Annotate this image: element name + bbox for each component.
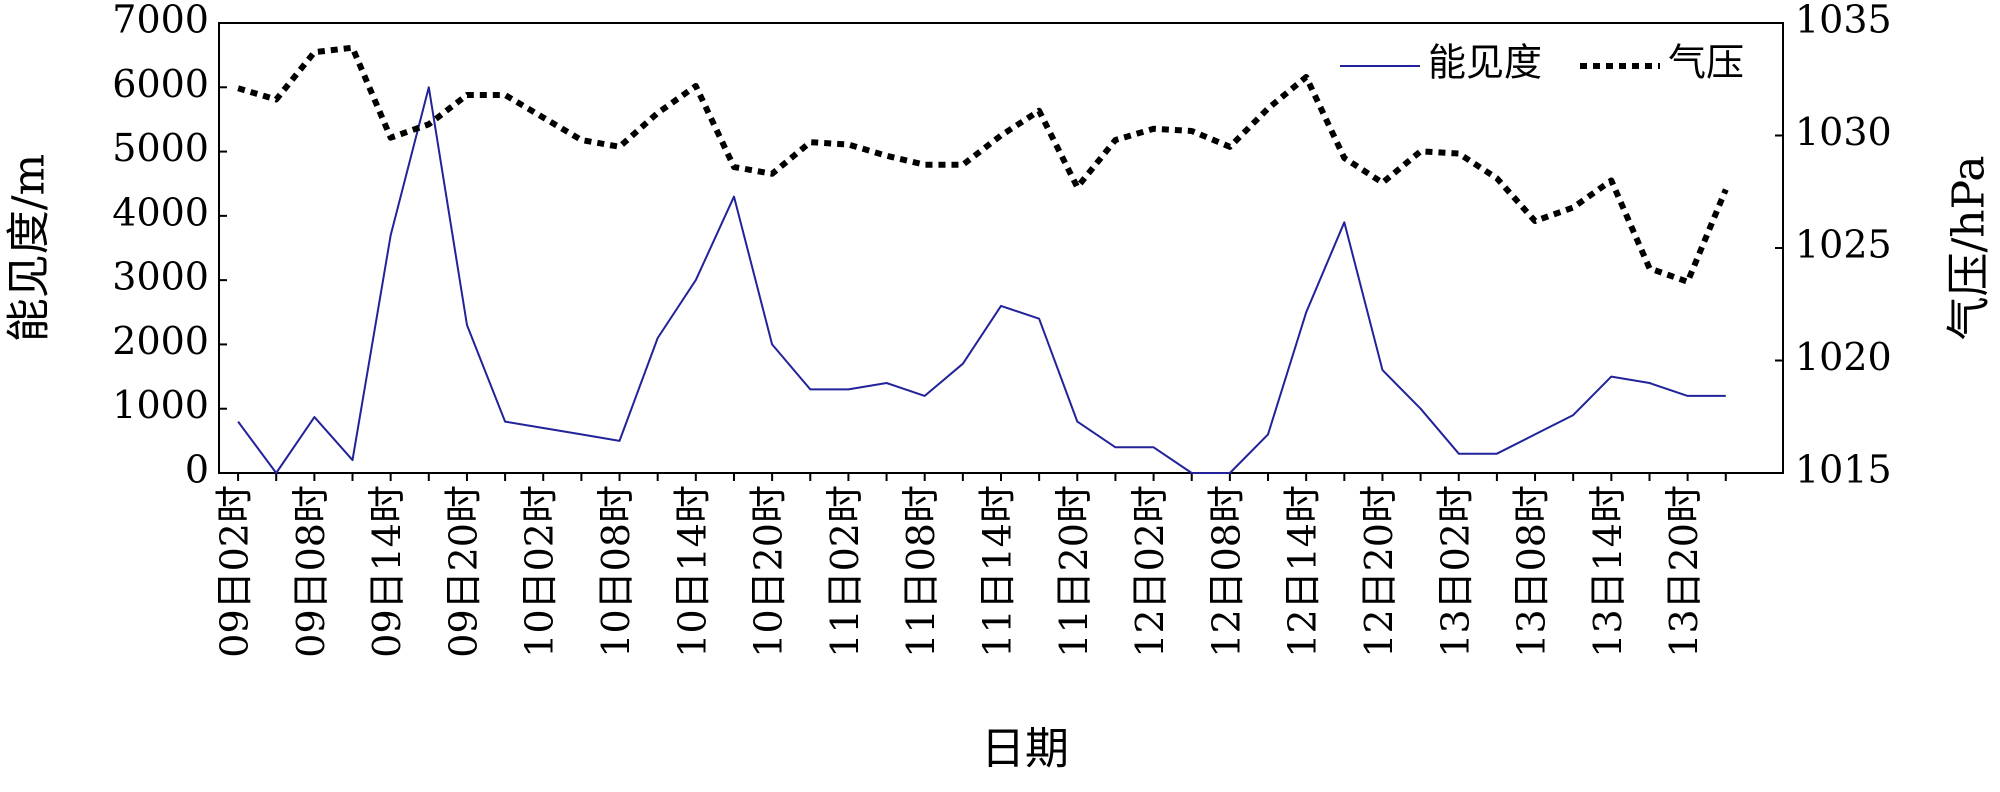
y2-tick-label: 1015: [1795, 448, 1892, 492]
y-tick-label: 5000: [112, 126, 209, 170]
y-tick-label: 7000: [112, 0, 209, 42]
x-tick-label: 09日14时: [365, 485, 409, 658]
x-tick-label: 09日20时: [441, 485, 485, 658]
x-tick-label: 12日08时: [1204, 485, 1248, 658]
x-tick-label: 09日08时: [289, 485, 333, 658]
x-tick-label: 13日14时: [1586, 485, 1630, 658]
x-tick-label: 12日02时: [1128, 485, 1172, 658]
y2-tick-label: 1035: [1795, 0, 1892, 42]
y-tick-label: 0: [185, 448, 209, 492]
plot-frame: [218, 22, 1784, 474]
x-tick-label: 13日02时: [1433, 485, 1477, 658]
x-tick-label: 10日08时: [594, 485, 638, 658]
y-tick-label: 4000: [112, 190, 209, 234]
y2-tick-label: 1025: [1795, 223, 1892, 267]
x-tick-label: 12日20时: [1357, 485, 1401, 658]
y-axis-title: 能见度/m: [4, 154, 55, 343]
x-tick-label: 09日02时: [213, 485, 257, 658]
x-tick-label: 11日08时: [899, 485, 943, 658]
x-tick-label: 13日08时: [1510, 485, 1554, 658]
y-tick-label: 2000: [112, 319, 209, 363]
y2-axis-title: 气压/hPa: [1944, 155, 1995, 340]
x-tick-label: 12日14时: [1281, 485, 1325, 658]
x-tick-label: 11日02时: [823, 485, 867, 658]
x-tick-label: 13日20时: [1662, 485, 1706, 658]
y2-tick-label: 1020: [1795, 335, 1892, 379]
y-tick-label: 1000: [112, 383, 209, 427]
x-tick-label: 11日14时: [976, 485, 1020, 658]
x-axis-title: 日期: [981, 724, 1069, 775]
x-tick-label: 10日20时: [747, 485, 791, 658]
y-tick-label: 3000: [112, 255, 209, 299]
series-line: [237, 86, 1726, 474]
legend-label: 能见度: [1428, 41, 1542, 85]
y-tick-label: 6000: [112, 62, 209, 106]
x-tick-label: 11日20时: [1052, 485, 1096, 658]
x-tick-label: 10日02时: [518, 485, 562, 658]
y2-tick-label: 1030: [1795, 110, 1892, 154]
x-tick-label: 10日14时: [670, 485, 714, 658]
legend-label: 气压: [1668, 41, 1744, 85]
series-line: [237, 44, 1729, 285]
